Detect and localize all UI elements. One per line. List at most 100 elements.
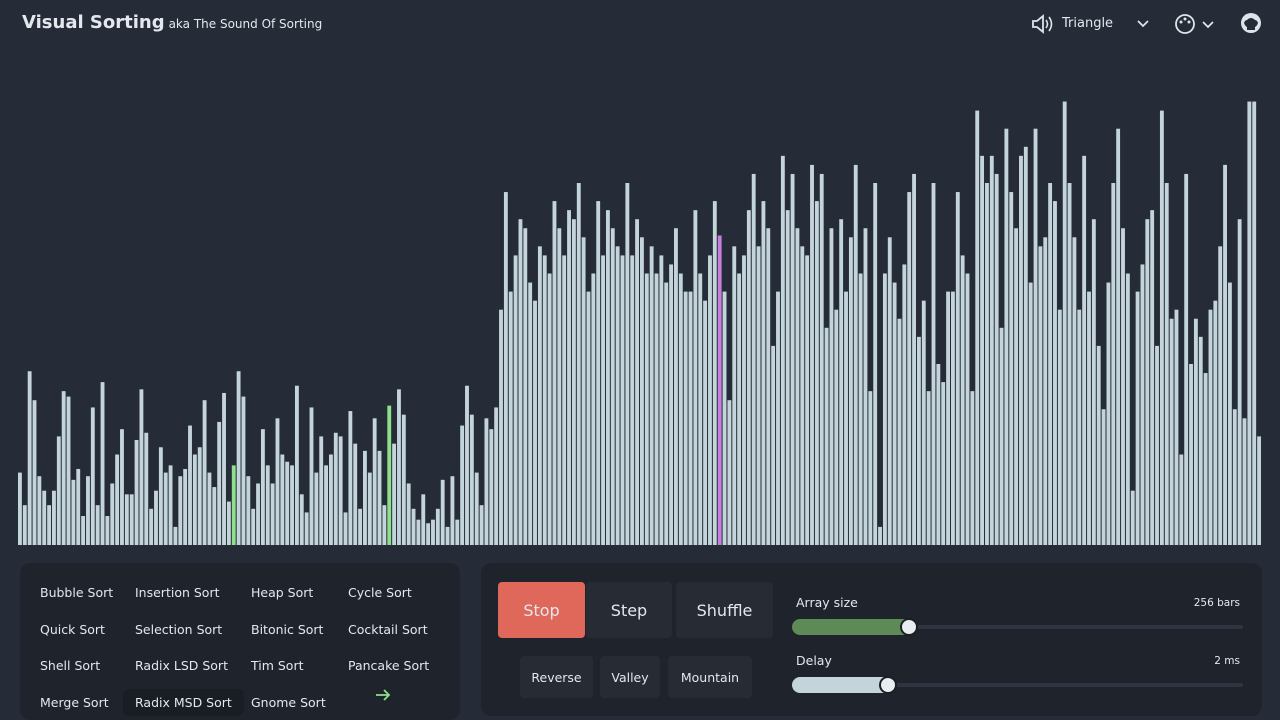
bar [1164,183,1169,545]
bar [951,291,955,545]
valley-button[interactable]: Valley [600,656,660,698]
bar [1125,273,1130,545]
bar [382,505,387,545]
algorithm-option[interactable]: Shell Sort [40,658,101,673]
bar [401,414,406,545]
bar [265,465,270,545]
delay-value: 2 ms [1214,655,1240,667]
bar [188,425,192,545]
bar [348,411,353,545]
bar [916,336,921,545]
bar [134,440,139,545]
bar [523,228,528,545]
bar [377,450,382,545]
algorithm-option[interactable]: Pancake Sort [348,658,430,673]
bar [508,291,513,545]
stop-button[interactable]: Stop [498,582,585,638]
bar [1101,409,1106,545]
bar [440,479,445,545]
algorithm-option[interactable]: Merge Sort [40,694,109,710]
bar [712,201,717,545]
bar [926,391,931,545]
bar [732,246,737,545]
bar [533,300,537,545]
bar [1232,409,1237,545]
mountain-button[interactable]: Mountain [668,656,752,698]
bar [562,255,567,545]
bar [1096,345,1101,545]
dropdown-arrow[interactable] [1136,18,1150,30]
more-arrow[interactable] [375,689,391,701]
bar [844,291,848,545]
bar [528,282,533,545]
bar [814,201,819,545]
theme-button[interactable] [1174,12,1216,36]
sound-select[interactable]: Triangle [1062,16,1114,31]
algorithm-option[interactable]: Bitonic Sort [251,621,324,637]
bar [1145,219,1150,545]
algorithm-option[interactable]: Quick Sort [40,621,105,637]
bar [154,490,158,545]
bar [207,472,212,545]
bar [222,392,226,545]
bar [455,519,460,545]
slider-track [793,625,1243,629]
subtitle: aka The Sound Of Sorting [168,17,323,31]
bar [304,512,309,545]
bar [71,479,76,545]
bar [1053,201,1057,545]
algorithm-option[interactable]: Radix MSD Sort [123,688,244,716]
algorithm-option[interactable]: Cocktail Sort [348,621,428,637]
bar [90,407,95,545]
bar [499,309,503,545]
bar [1155,345,1159,545]
bar [1091,219,1096,545]
delay-slider[interactable] [879,676,897,694]
bar [610,228,615,545]
bar [615,246,620,545]
sound-icon[interactable] [1030,13,1054,35]
bar [678,273,683,545]
bar [591,273,596,545]
bar [985,183,989,545]
bar [484,418,489,545]
algorithm-option[interactable]: Insertion Sort [135,585,220,600]
bar [1121,228,1125,545]
algorithm-option[interactable]: Heap Sort [251,585,314,600]
reverse-button[interactable]: Reverse [520,656,593,698]
bar [708,255,712,545]
algorithm-option[interactable]: Bubble Sort [40,585,114,600]
algorithm-option[interactable]: Cycle Sort [348,585,412,600]
bar [314,472,319,545]
step-button[interactable]: Step [586,582,672,638]
bar [294,385,299,545]
bar [285,461,290,545]
bar [1159,110,1164,545]
bar [367,472,372,545]
bar [669,264,674,545]
bar [392,443,397,545]
bar [27,371,32,545]
array-size-slider[interactable] [900,618,918,636]
algorithm-option[interactable]: Gnome Sort [251,694,326,710]
bar [1169,318,1174,545]
bar [197,447,202,545]
bar [1179,454,1184,545]
bar [1247,101,1252,546]
bar [372,418,377,545]
shuffle-button[interactable]: Shuffle [676,582,773,638]
github-link[interactable] [1240,12,1262,34]
bar [246,476,251,545]
bar [1028,282,1033,545]
bar [1062,101,1067,546]
algorithm-option[interactable]: Tim Sort [251,658,304,673]
bar [333,432,338,545]
algorithm-option[interactable]: Selection Sort [135,621,223,637]
bar [654,273,659,545]
bar [324,465,328,545]
algorithm-option[interactable]: Radix LSD Sort [135,658,228,673]
bar [766,228,771,545]
bar [1023,146,1028,546]
bar [727,400,732,545]
bar [1174,309,1179,545]
